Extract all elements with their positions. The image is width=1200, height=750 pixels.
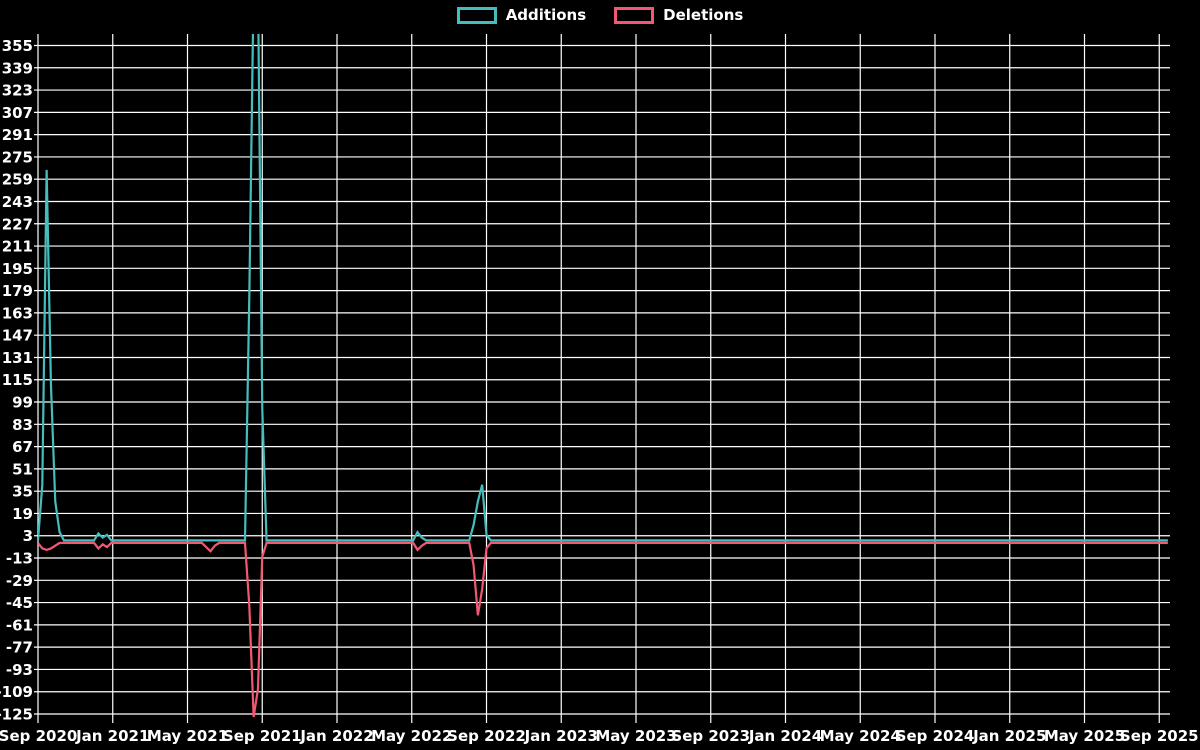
- y-tick-label: 163: [2, 304, 33, 322]
- x-tick-label: May 2022: [371, 727, 452, 745]
- x-tick-label: Jan 2025: [972, 727, 1046, 745]
- y-tick-label: -61: [6, 616, 33, 634]
- y-tick-label: 243: [2, 193, 33, 211]
- y-tick-label: 275: [2, 148, 33, 166]
- chart-legend: Additions Deletions: [0, 6, 1200, 24]
- legend-label-additions: Additions: [505, 6, 587, 24]
- y-tick-label: 35: [12, 483, 33, 501]
- y-tick-label: 51: [12, 460, 33, 478]
- legend-label-deletions: Deletions: [663, 6, 744, 24]
- y-tick-label: 131: [2, 349, 33, 367]
- y-tick-label: 211: [2, 238, 33, 256]
- x-tick-label: Jan 2023: [524, 727, 598, 745]
- legend-item-deletions[interactable]: Deletions: [614, 6, 743, 24]
- y-tick-label: 67: [12, 438, 33, 456]
- additions-line: [38, 34, 1168, 542]
- x-tick-label: May 2021: [147, 727, 228, 745]
- y-tick-label: 323: [2, 82, 33, 100]
- y-tick-label: 83: [12, 416, 33, 434]
- y-tick-label: 19: [12, 505, 33, 523]
- y-tick-label: 3: [23, 527, 33, 545]
- x-tick-label: May 2025: [1044, 727, 1125, 745]
- y-tick-label: -29: [6, 572, 33, 590]
- x-tick-label: Jan 2021: [75, 727, 149, 745]
- deletions-line: [38, 541, 1168, 718]
- y-tick-label: 147: [2, 327, 33, 345]
- y-tick-label: 195: [2, 260, 33, 278]
- x-tick-label: Sep 2025: [1120, 727, 1199, 745]
- x-tick-label: May 2023: [595, 727, 676, 745]
- y-tick-label: -109: [0, 683, 33, 701]
- deletions-swatch-icon: [614, 6, 655, 24]
- y-tick-label: 115: [2, 371, 33, 389]
- y-tick-label: 339: [2, 59, 33, 77]
- y-tick-label: 307: [2, 104, 33, 122]
- y-tick-label: -77: [6, 639, 33, 657]
- x-tick-label: Sep 2021: [223, 727, 302, 745]
- y-tick-label: 355: [2, 37, 33, 55]
- y-tick-label: 259: [2, 171, 33, 189]
- y-tick-label: -13: [6, 550, 33, 568]
- x-tick-label: May 2024: [820, 727, 901, 745]
- grid-lines: [34, 34, 1170, 723]
- y-tick-label: 227: [2, 215, 33, 233]
- legend-item-additions[interactable]: Additions: [456, 6, 587, 24]
- y-tick-label: -125: [0, 705, 33, 723]
- x-tick-label: Jan 2022: [299, 727, 373, 745]
- x-tick-label: Sep 2022: [447, 727, 526, 745]
- additions-swatch-icon: [456, 6, 497, 24]
- y-tick-label: -93: [6, 661, 33, 679]
- y-tick-label: 99: [12, 394, 33, 412]
- y-tick-label: 179: [2, 282, 33, 300]
- y-tick-label: 291: [2, 126, 33, 144]
- x-tick-label: Sep 2023: [671, 727, 750, 745]
- x-tick-label: Sep 2020: [0, 727, 77, 745]
- x-tick-label: Jan 2024: [748, 727, 822, 745]
- x-tick-label: Sep 2024: [896, 727, 975, 745]
- y-tick-label: -45: [6, 594, 33, 612]
